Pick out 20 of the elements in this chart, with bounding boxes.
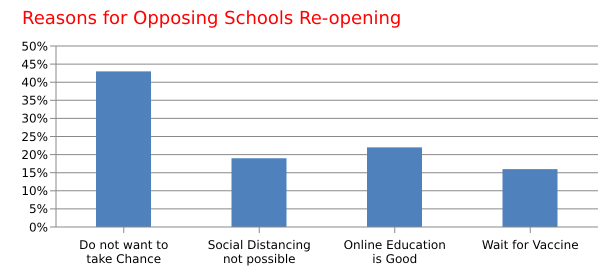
y-tick-label: 50% bbox=[21, 39, 48, 54]
y-tick-label: 5% bbox=[28, 202, 48, 216]
bar bbox=[232, 158, 286, 227]
x-tick-label: Wait for Vaccine bbox=[482, 238, 579, 252]
y-tick-label: 30% bbox=[21, 112, 48, 126]
y-tick-label: 20% bbox=[21, 148, 48, 162]
y-tick-label: 25% bbox=[21, 130, 48, 144]
x-tick-label: Do not want to take Chance bbox=[79, 238, 168, 266]
y-tick-label: 0% bbox=[28, 220, 48, 234]
x-tick-label: Social Distancing not possible bbox=[208, 238, 311, 266]
bar bbox=[96, 71, 151, 227]
bar bbox=[502, 169, 558, 227]
bar bbox=[367, 147, 422, 227]
y-tick-label: 15% bbox=[21, 166, 48, 180]
y-tick-label: 40% bbox=[21, 75, 48, 90]
y-tick-label: 35% bbox=[21, 94, 48, 108]
y-tick-label: 10% bbox=[21, 184, 48, 198]
chart-title: Reasons for Opposing Schools Re-opening bbox=[21, 8, 402, 31]
x-tick-label: Online Education is Good bbox=[344, 238, 446, 266]
y-tick-label: 45% bbox=[21, 57, 48, 72]
